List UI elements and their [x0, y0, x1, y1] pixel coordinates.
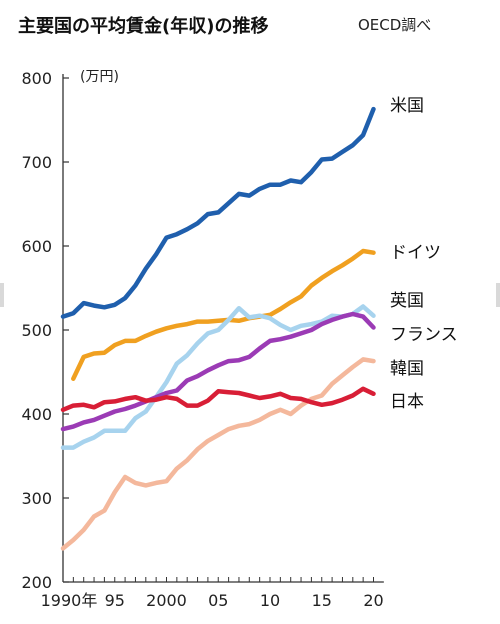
x-tick-label: 1990年: [41, 591, 98, 610]
y-tick-label: 600: [21, 237, 52, 256]
y-tick-label: 300: [21, 489, 52, 508]
series-label: 日本: [390, 392, 424, 412]
series-line: [60, 311, 376, 432]
x-tick-label: 05: [208, 591, 228, 610]
chart-source: OECD調べ: [358, 16, 432, 34]
x-tick-label: 95: [105, 591, 125, 610]
series-label: 韓国: [390, 359, 424, 379]
y-unit-label: (万円): [80, 69, 119, 85]
series-line: [71, 248, 376, 381]
y-tick-label: 200: [21, 573, 52, 592]
y-tick-label: 500: [21, 321, 52, 340]
series-line: [60, 106, 376, 319]
series-label: ドイツ: [390, 243, 441, 263]
x-tick-label: 20: [363, 591, 383, 610]
x-tick-label: 15: [312, 591, 332, 610]
right-edge-marker: [496, 283, 500, 307]
series-line: [60, 304, 376, 450]
x-tick-label: 10: [260, 591, 280, 610]
chart-title: 主要国の平均賃金(年収)の推移: [18, 16, 269, 37]
y-tick-label: 800: [21, 69, 52, 88]
series-line: [60, 386, 376, 413]
y-tick-label: 400: [21, 405, 52, 424]
series-label: 米国: [390, 96, 424, 116]
series-label: 英国: [390, 291, 424, 311]
series-label: フランス: [390, 325, 458, 345]
x-tick-label: 2000: [146, 591, 187, 610]
y-tick-label: 700: [21, 153, 52, 172]
series-line: [60, 357, 376, 551]
left-edge-marker: [0, 283, 4, 307]
